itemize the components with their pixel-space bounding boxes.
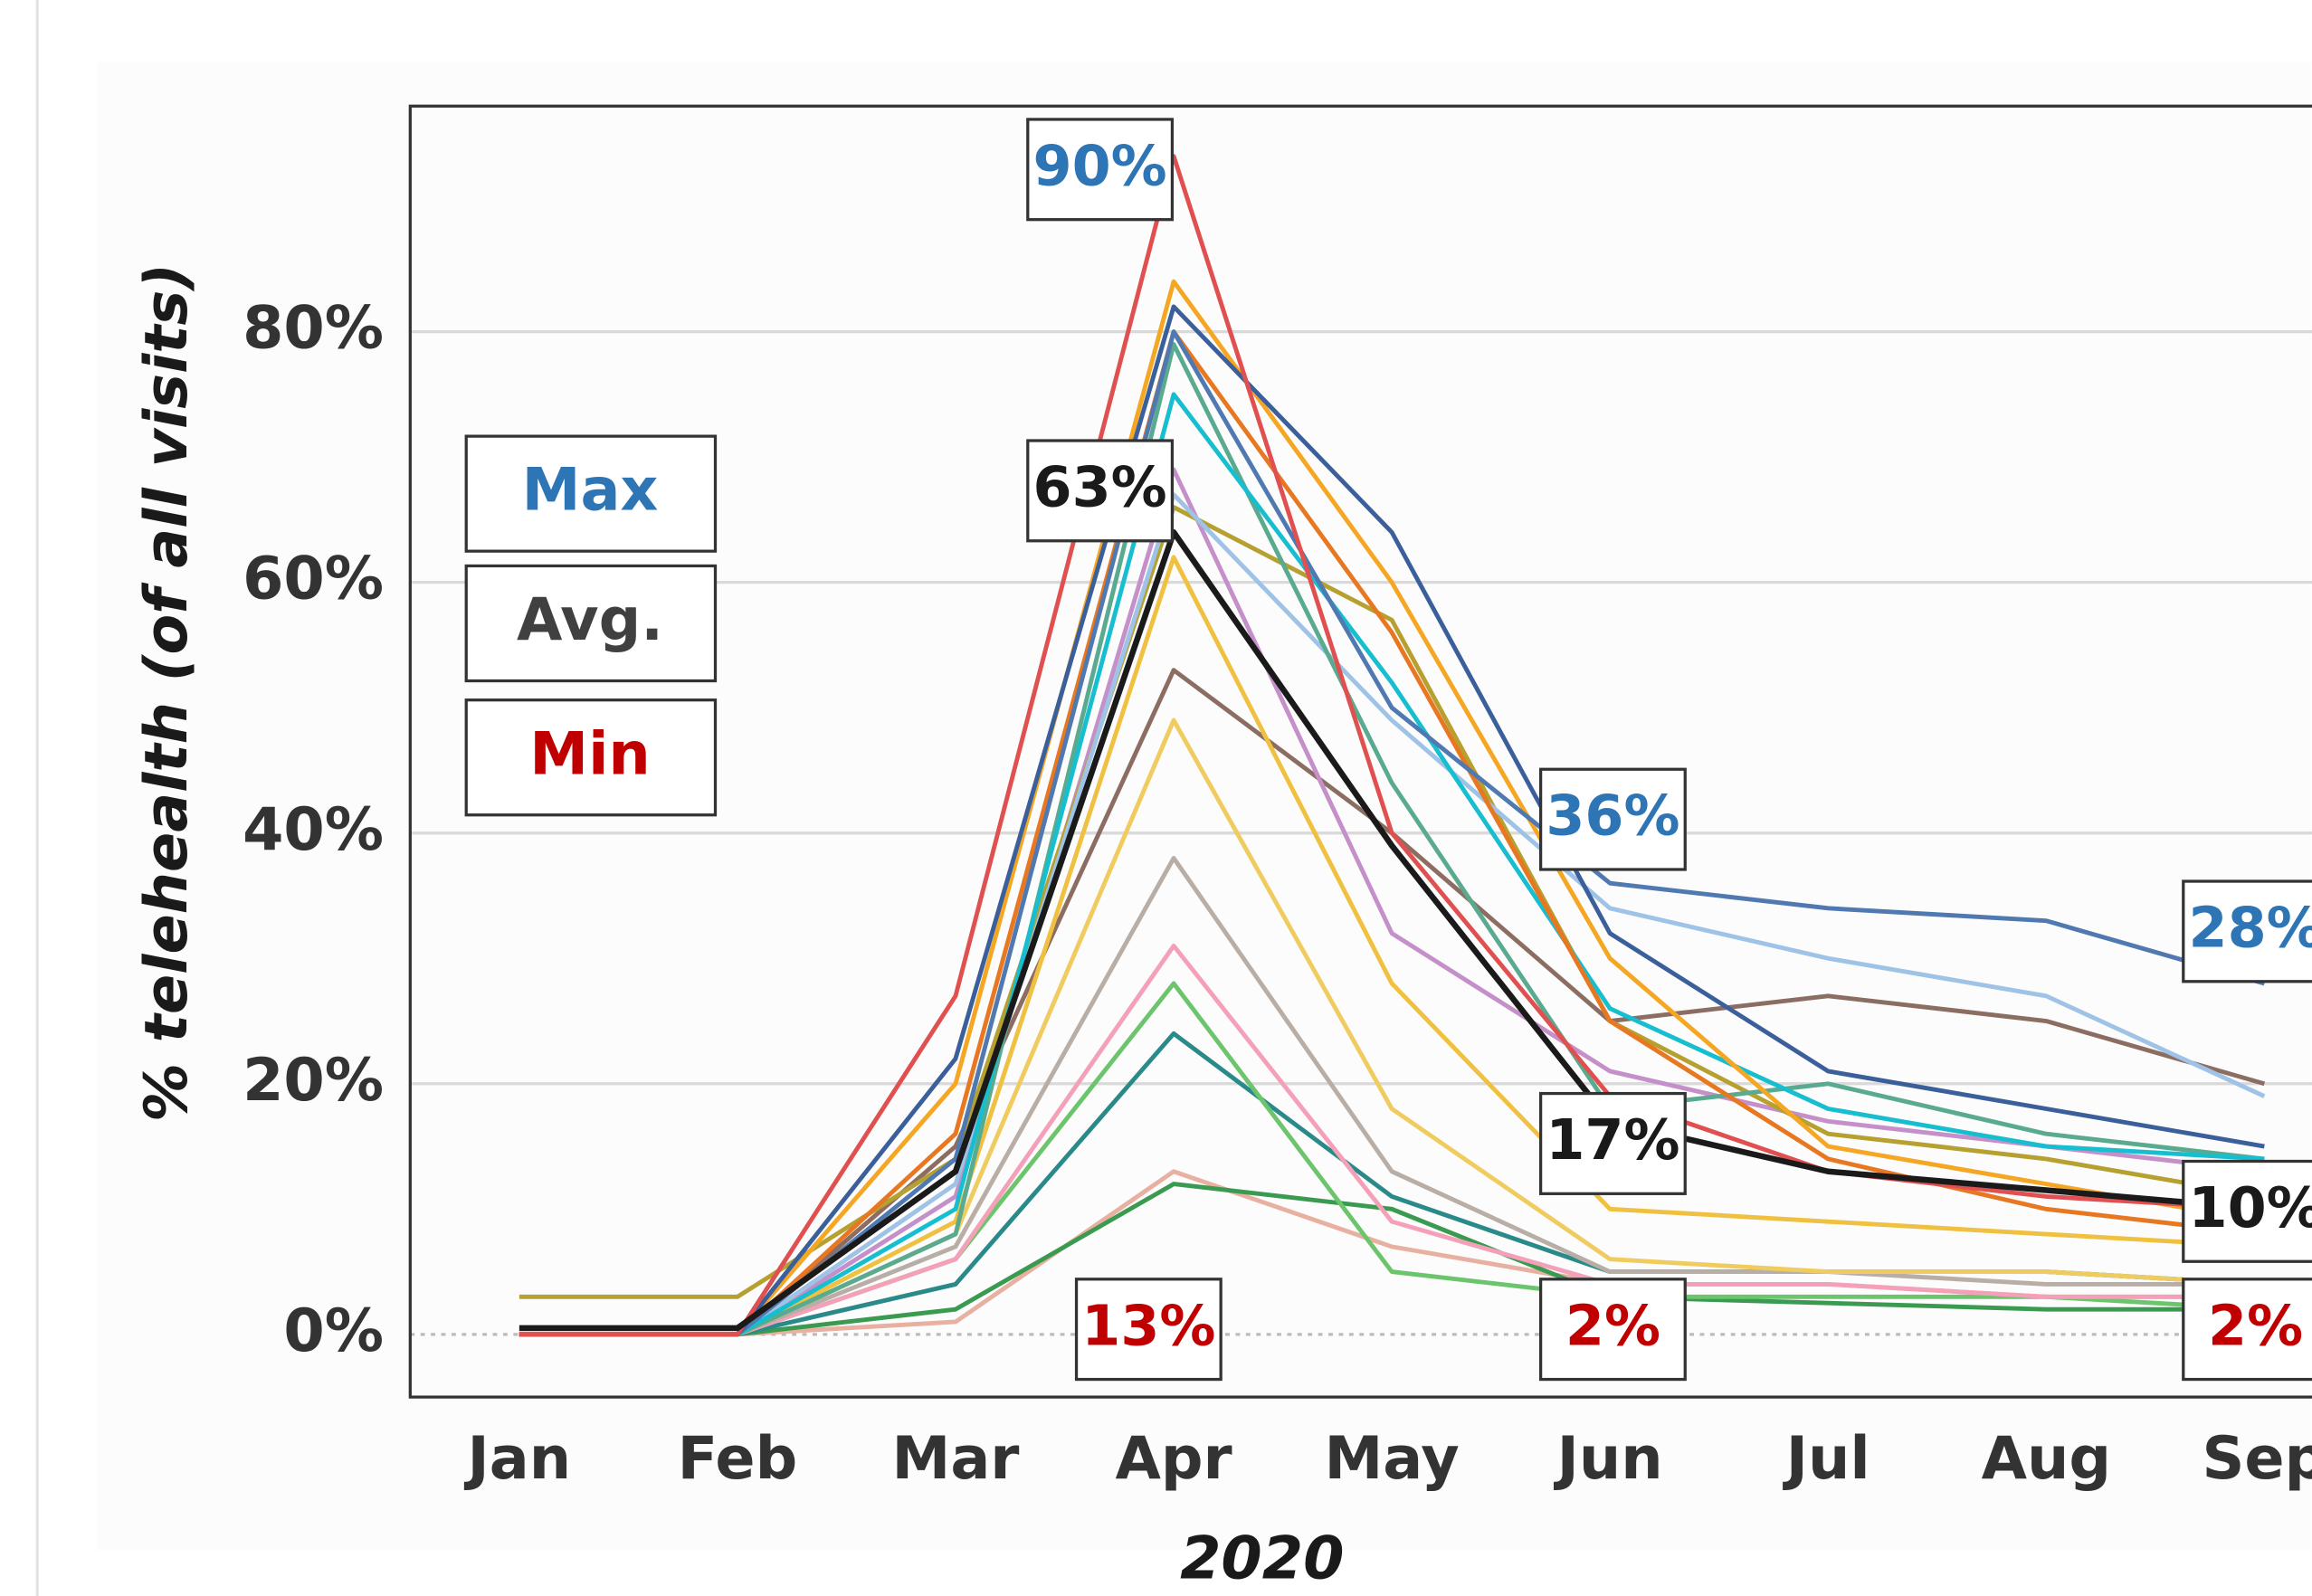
x-tick-label: Aug xyxy=(1982,1425,2111,1493)
annotation-box xyxy=(1538,767,1687,871)
annotation: 28% xyxy=(2189,895,2312,960)
y-axis-label: % telehealth (of all visits) xyxy=(133,263,201,1122)
annotation-box xyxy=(1026,439,1175,543)
annotation-box xyxy=(1026,118,1175,222)
annotation-box xyxy=(2182,879,2312,983)
annotation: 13% xyxy=(1081,1293,1215,1358)
x-tick-label: Jan xyxy=(464,1425,572,1493)
series-line xyxy=(519,304,2265,1337)
lines xyxy=(519,154,2266,1337)
annotation: 17% xyxy=(1546,1107,1679,1173)
series-line xyxy=(519,855,2265,1337)
series-line xyxy=(519,555,2265,1337)
y-tick-label: 80% xyxy=(243,295,384,363)
labels: 0% 20% 40% 60% 80% Jan Feb Mar Apr May Jun Jul Aug Se… xyxy=(243,118,2312,1493)
x-tick-label: May xyxy=(1324,1425,1459,1493)
series-line xyxy=(519,342,2265,1337)
series-line xyxy=(519,1182,2265,1337)
annotation-box xyxy=(2182,1159,2312,1263)
y-tick-label: 60% xyxy=(243,546,384,613)
annotation: 2% xyxy=(1565,1293,1660,1358)
x-tick-label: Apr xyxy=(1115,1425,1232,1493)
key-label: Max xyxy=(522,457,659,525)
series-line xyxy=(519,492,2266,1337)
x-tick-label: Jun xyxy=(1554,1425,1663,1493)
annotation-box xyxy=(1538,1091,1687,1195)
series-line xyxy=(519,467,2265,1337)
annotation-box xyxy=(1538,1278,1687,1382)
series-line xyxy=(519,279,2265,1337)
y-tick-label: 0% xyxy=(283,1297,384,1365)
x-tick-label: Mar xyxy=(892,1425,1020,1493)
y-tick-label: 20% xyxy=(243,1047,384,1115)
series-line xyxy=(519,529,2265,1332)
annotation: 90% xyxy=(1033,133,1167,198)
annotation: 10% xyxy=(2189,1175,2312,1240)
x-tick-label: Sep xyxy=(2202,1425,2312,1493)
key-box xyxy=(464,564,718,683)
annotation: 2% xyxy=(2208,1293,2303,1358)
key-box xyxy=(464,434,718,553)
x-tick-label: Feb xyxy=(678,1425,798,1493)
annotation-box xyxy=(2182,1278,2312,1382)
key-box xyxy=(464,698,718,817)
annotation-box xyxy=(1074,1278,1223,1382)
series-line xyxy=(519,329,2265,1337)
series-line xyxy=(519,154,2265,1337)
key-label: Min xyxy=(529,720,651,788)
x-tick-label: Jul xyxy=(1783,1425,1870,1493)
series-line xyxy=(519,392,2265,1337)
annotation: 63% xyxy=(1033,454,1167,519)
annotation: 36% xyxy=(1546,784,1679,849)
x-axis-label: 2020 xyxy=(1180,1525,1344,1593)
key-label: Avg. xyxy=(517,586,663,654)
y-tick-label: 40% xyxy=(243,796,384,864)
series-line xyxy=(519,943,2265,1337)
plot-frame xyxy=(408,104,2312,1399)
